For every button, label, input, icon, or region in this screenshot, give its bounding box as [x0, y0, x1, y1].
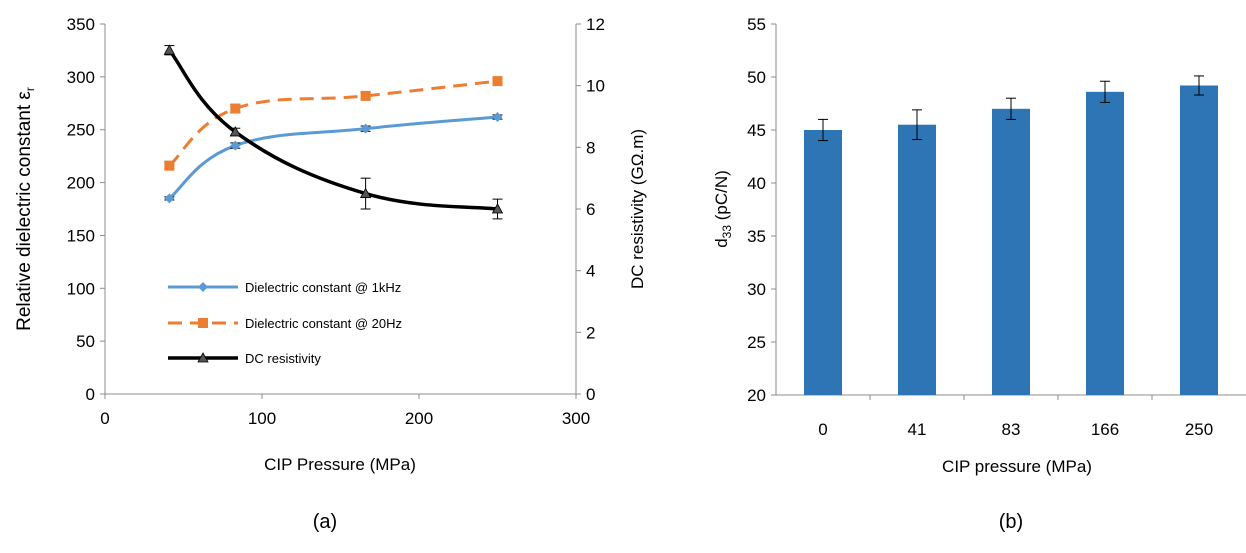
- data-point: [230, 103, 241, 114]
- series-1: [164, 112, 503, 204]
- y2-tick-label: 12: [586, 15, 605, 34]
- y-tick-label: 50: [76, 332, 95, 351]
- data-point: [492, 112, 503, 123]
- legend-entry: Dielectric constant @ 1kHz: [168, 280, 401, 295]
- data-point: [359, 187, 372, 198]
- y-tick-label: 50: [747, 68, 766, 87]
- x-tick-label: 200: [405, 409, 433, 428]
- legend-label: Dielectric constant @ 1kHz: [245, 280, 401, 295]
- panel-a-x-ticks: 0 100 200 300: [100, 394, 590, 428]
- x-tick-label: 250: [1185, 420, 1213, 439]
- panel-b-d33-chart: 20 25 30 35 40 45 50 55 0 41 83 166 250 CIP pressur…: [712, 15, 1246, 533]
- y-tick-label: 250: [67, 121, 95, 140]
- y-tick-label: 30: [747, 280, 766, 299]
- panel-a-legend: Dielectric constant @ 1kHz Dielectric con…: [168, 280, 402, 366]
- y-tick-label: 200: [67, 174, 95, 193]
- y-tick-label: 350: [67, 15, 95, 34]
- panel-a-series: [163, 44, 504, 220]
- legend-label: Dielectric constant @ 20Hz: [245, 316, 402, 331]
- bar: [992, 108, 1030, 396]
- panel-a-dielectric-chart: 0 50 100 150 200 250 300 350 0 2 4 6 8 10 12 0 100 200 3…: [14, 15, 647, 533]
- legend-entry: DC resistivity: [168, 351, 321, 366]
- data-point: [360, 90, 371, 101]
- series-line: [167, 49, 498, 211]
- panel-b-y-axis-title: d33 (pC/N): [712, 170, 734, 248]
- data-point: [491, 203, 504, 214]
- panel-b-y-axis-title-sub: 33: [720, 225, 734, 239]
- y-tick-label: 25: [747, 333, 766, 352]
- legend-label: DC resistivity: [245, 351, 321, 366]
- x-tick-label: 300: [562, 409, 590, 428]
- y-tick-label: 100: [67, 279, 95, 298]
- panel-b-x-axis-title: CIP pressure (MPa): [942, 457, 1092, 476]
- panel-b-label: (b): [999, 511, 1023, 533]
- panel-a-axes: [104, 24, 577, 395]
- series-line: [168, 115, 498, 200]
- series-3: [163, 44, 504, 220]
- panel-a-left-y-ticks: 0 50 100 150 200 250 300 350: [67, 15, 105, 404]
- y-tick-label: 150: [67, 226, 95, 245]
- data-point: [360, 123, 371, 134]
- series-line: [168, 79, 498, 167]
- panel-b-y-ticks: 20 25 30 35 40 45 50 55: [747, 15, 776, 405]
- data-point: [164, 193, 175, 204]
- y2-tick-label: 2: [586, 323, 595, 342]
- y-tick-label: 0: [86, 385, 95, 404]
- data-point: [492, 76, 503, 87]
- legend-entry: Dielectric constant @ 20Hz: [168, 316, 402, 331]
- bar: [804, 130, 842, 395]
- x-tick-label: 83: [1002, 420, 1021, 439]
- panel-a-y-axis-title-main: Relative dielectric constant ε: [14, 91, 35, 331]
- y-tick-label: 40: [747, 174, 766, 193]
- y2-tick-label: 4: [586, 262, 595, 281]
- legend-marker: [198, 282, 208, 292]
- y-tick-label: 35: [747, 227, 766, 246]
- legend-marker: [198, 318, 208, 328]
- y2-tick-label: 0: [586, 385, 595, 404]
- panel-a-label: (a): [313, 511, 337, 533]
- x-tick-label: 0: [100, 409, 109, 428]
- y2-tick-label: 10: [586, 77, 605, 96]
- x-tick-label: 166: [1091, 420, 1119, 439]
- panel-a-right-y-ticks: 0 2 4 6 8 10 12: [576, 15, 605, 404]
- data-point: [230, 140, 241, 151]
- y-tick-label: 300: [67, 68, 95, 87]
- panel-a-y2-axis-title: DC resistivity (GΩ.m): [628, 129, 647, 289]
- y-tick-label: 55: [747, 15, 766, 34]
- panel-a-y-axis-title: Relative dielectric constant εr: [14, 87, 37, 331]
- panel-b-y-axis-title-main: d: [712, 238, 731, 247]
- data-point: [163, 44, 176, 55]
- y-tick-label: 20: [747, 386, 766, 405]
- x-tick-label: 41: [908, 420, 927, 439]
- legend-marker: [197, 352, 209, 363]
- panel-b-bars: [804, 75, 1218, 396]
- panel-b-y-axis-title-unit: (pC/N): [712, 170, 731, 225]
- x-tick-label: 100: [248, 409, 276, 428]
- series-2: [164, 76, 503, 171]
- panel-b-x-ticks: 0 41 83 166 250: [818, 395, 1213, 439]
- y2-tick-label: 6: [586, 200, 595, 219]
- bar: [1180, 85, 1218, 395]
- y-tick-label: 45: [747, 121, 766, 140]
- data-point: [229, 126, 241, 137]
- y2-tick-label: 8: [586, 138, 595, 157]
- x-tick-label: 0: [818, 420, 827, 439]
- bar: [898, 124, 936, 395]
- data-point: [164, 160, 175, 171]
- panel-a-x-axis-title: CIP Pressure (MPa): [264, 455, 416, 474]
- bar: [1086, 91, 1124, 395]
- panel-a-y-axis-title-sub: r: [23, 87, 37, 91]
